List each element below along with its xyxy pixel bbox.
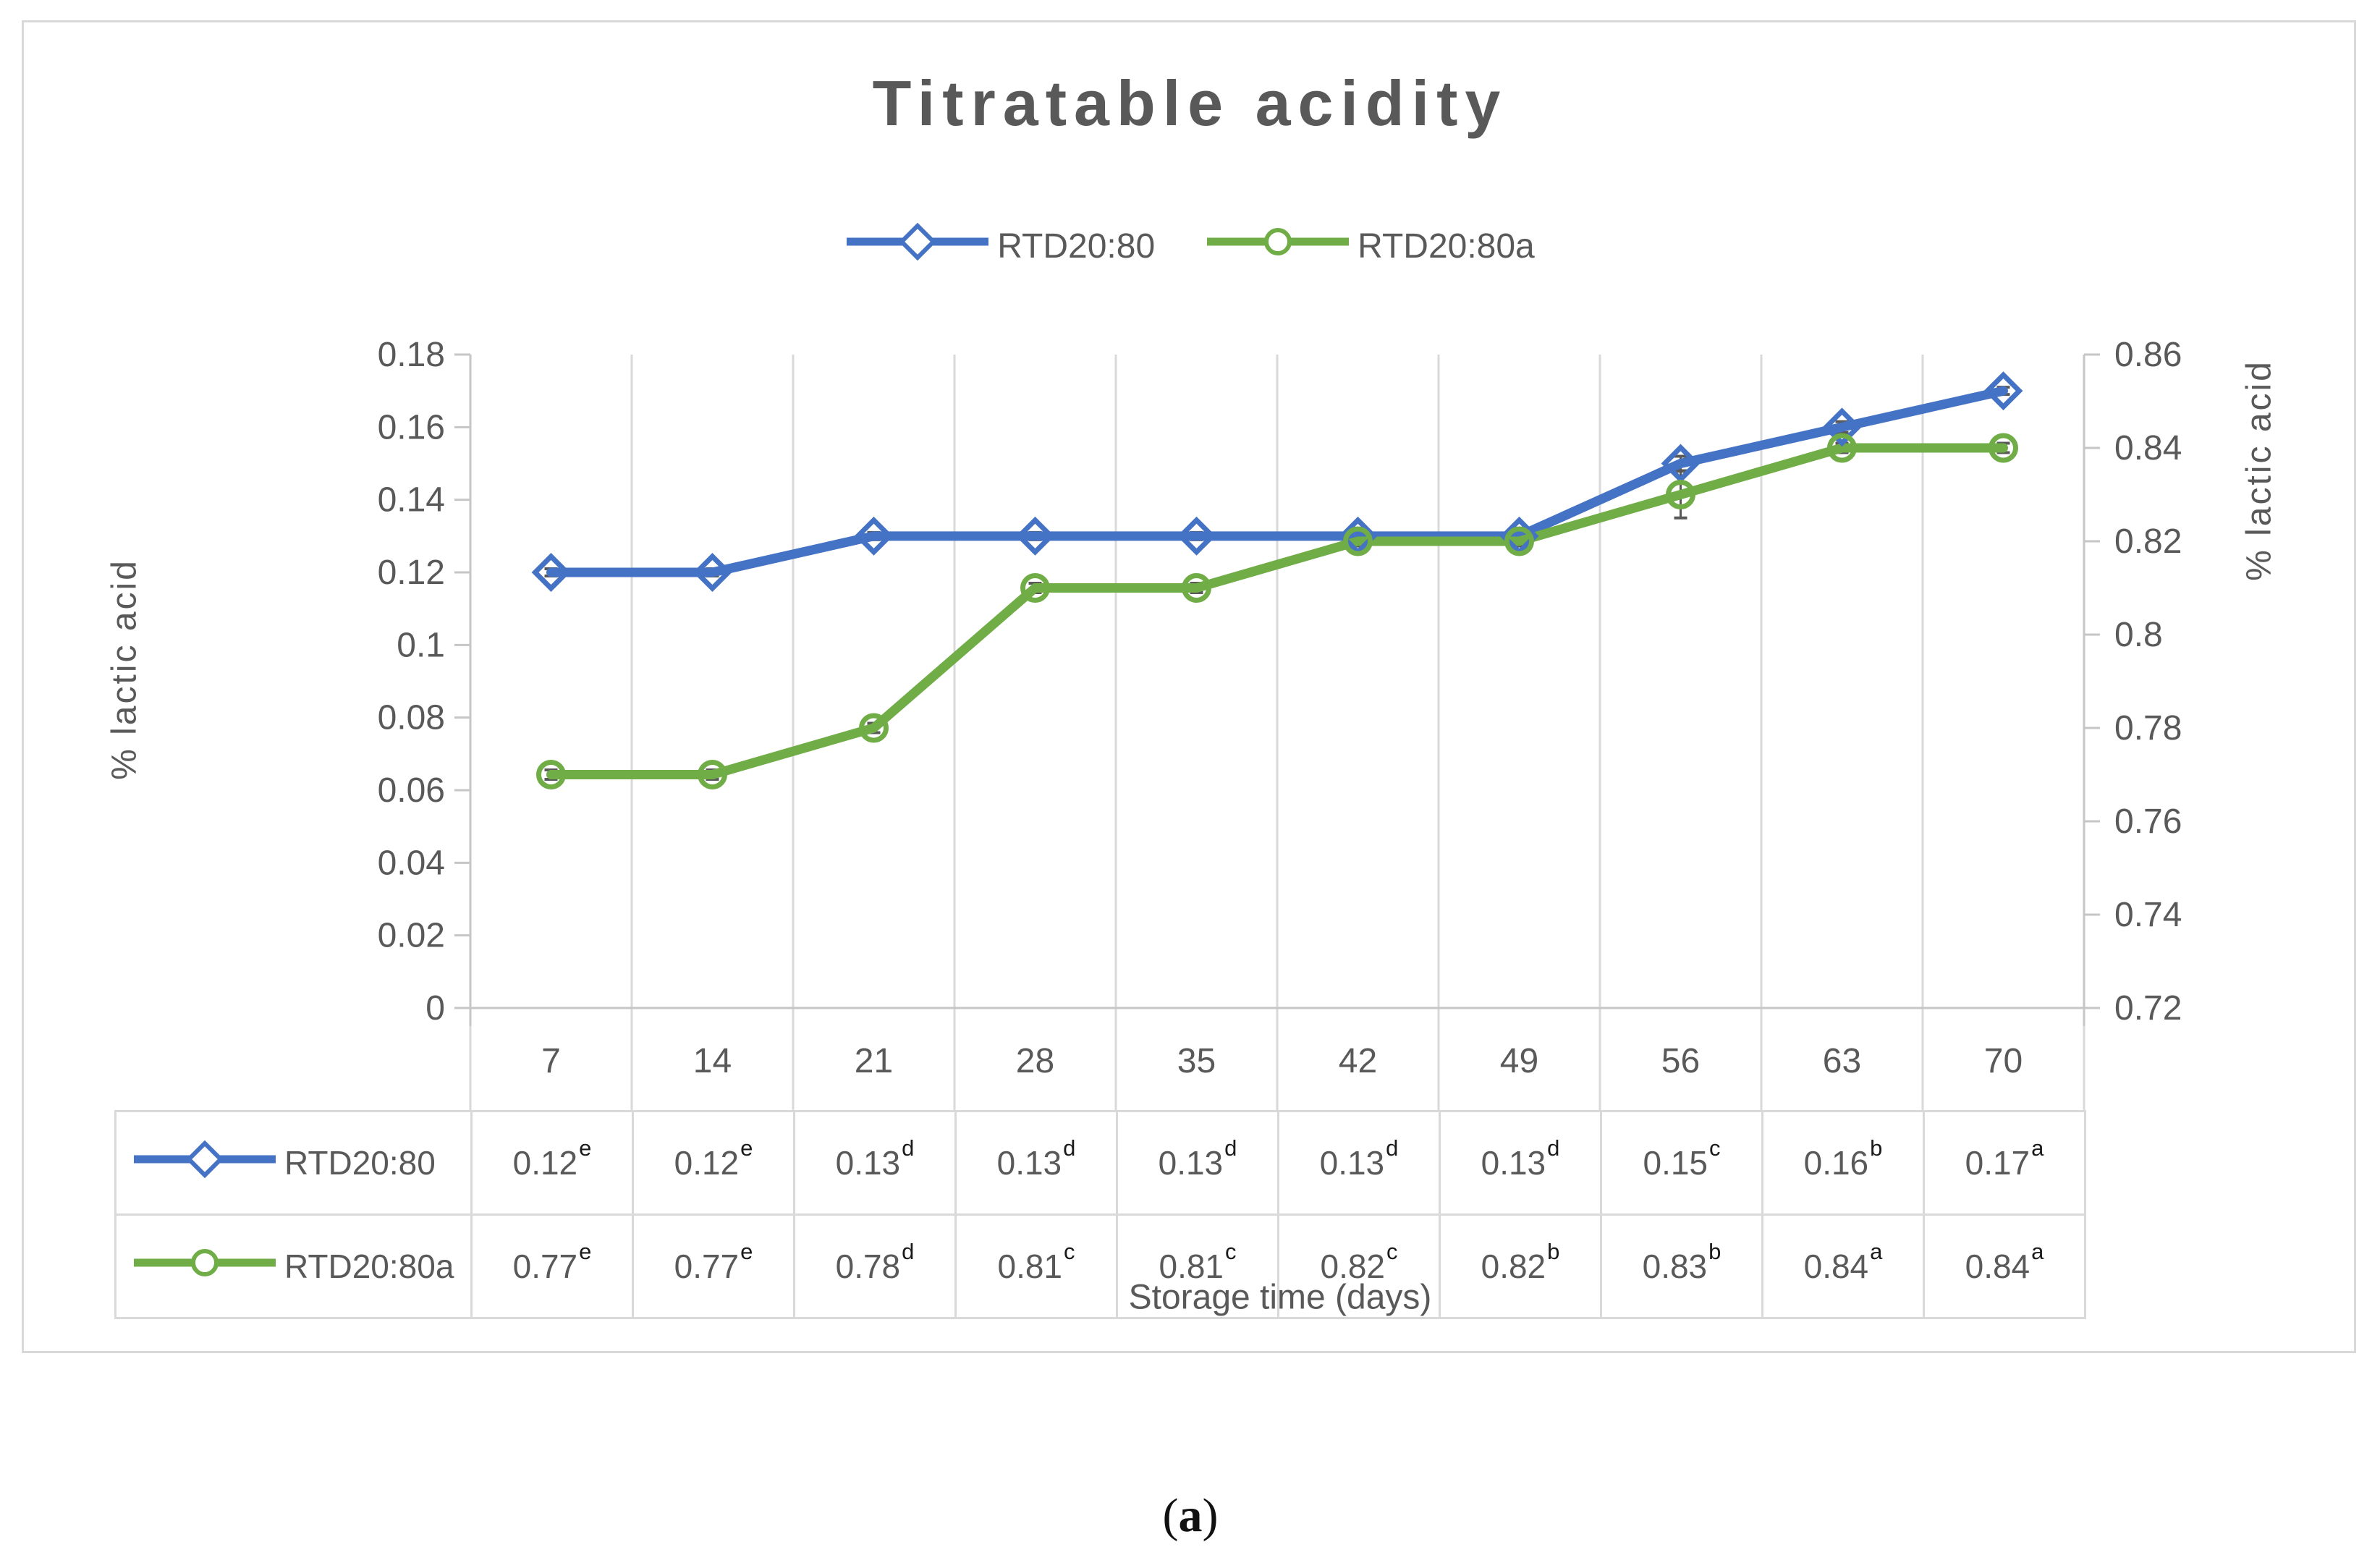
right-axis-tick-label: 0.86: [2114, 336, 2182, 374]
legend: RTD20:80 RTD20:80a: [0, 217, 2380, 275]
circle-marker: [1020, 573, 1050, 603]
legend-label-rtd2080a: RTD20:80a: [1358, 226, 1535, 266]
right-axis-tick-label: 0.76: [2114, 802, 2182, 841]
diamond-marker: [854, 516, 894, 556]
left-axis-tick-label: 0.08: [378, 699, 445, 737]
left-axis-tick-label: 0.18: [378, 336, 445, 374]
table-row-label-RTD20:80a: RTD20:80a: [117, 1216, 473, 1319]
legend-item-rtd2080a: RTD20:80a: [1206, 219, 1535, 274]
table-cell: 0.83 b: [1602, 1216, 1763, 1319]
table-cell: 0.84 a: [1925, 1216, 2086, 1319]
caption-letter: a: [1178, 1489, 1203, 1542]
right-axis-tick-label: 0.74: [2114, 896, 2182, 934]
table-cell: 0.81 c: [957, 1216, 1118, 1319]
table-cell: 0.77 e: [634, 1216, 795, 1319]
table-cell: 0.17 a: [1925, 1112, 2086, 1216]
table-cell: 0.12 e: [473, 1112, 634, 1216]
diamond-marker: [1983, 371, 2023, 411]
table-cell: 0.12 e: [634, 1112, 795, 1216]
legend-item-rtd2080: RTD20:80: [845, 219, 1155, 274]
right-axis-tick-label: 0.78: [2114, 709, 2182, 747]
table-cell: 0.13 d: [795, 1112, 957, 1216]
left-axis-tick-label: 0.1: [397, 626, 445, 664]
x-axis-title: Storage time (days): [1128, 1278, 1432, 1317]
table-cell: 0.84 a: [1763, 1216, 1925, 1319]
x-category-label: 63: [1823, 1042, 1861, 1080]
x-category-label: 56: [1661, 1042, 1700, 1080]
table-cell: 0.13 d: [957, 1112, 1118, 1216]
left-axis-tick-label: 0: [425, 989, 445, 1028]
circle-marker: [536, 760, 566, 789]
left-axis-tick-label: 0.02: [378, 917, 445, 955]
table-row-label-RTD20:80: RTD20:80: [117, 1112, 473, 1216]
table-cell: 0.82 b: [1441, 1216, 1602, 1319]
x-category-label: 35: [1177, 1042, 1216, 1080]
left-axis-tick-label: 0.06: [378, 771, 445, 810]
x-category-label: 28: [1016, 1042, 1054, 1080]
diamond-marker: [531, 553, 571, 592]
table-cell: 0.78 d: [795, 1216, 957, 1319]
right-axis-tick-label: 0.82: [2114, 522, 2182, 561]
x-category-label: 70: [1984, 1042, 2023, 1080]
table-cell: 0.13 d: [1279, 1112, 1441, 1216]
legend-diamond-marker-icon: [845, 219, 990, 274]
data-table: RTD20:80 0.12 e 0.12 e 0.13 d 0.13 d 0.13 d 0.13 d 0.…: [114, 1110, 2086, 1319]
x-category-label: 49: [1500, 1042, 1538, 1080]
caption-close-paren: ): [1202, 1489, 1219, 1542]
circle-marker: [1504, 526, 1534, 556]
table-legend-glyph: [132, 1240, 277, 1294]
table-cell: 0.16 b: [1763, 1112, 1925, 1216]
series-line-RTD20:80a: [546, 443, 2008, 779]
table-cell: 0.81 c: [1118, 1216, 1279, 1319]
table-cell: 0.82 c: [1279, 1216, 1441, 1319]
x-category-label: 14: [693, 1042, 732, 1080]
caption-open-paren: (: [1162, 1489, 1179, 1542]
left-axis-tick-label: 0.12: [378, 554, 445, 592]
left-axis-tick-label: 0.16: [378, 408, 445, 446]
circle-marker: [1182, 573, 1211, 603]
table-cell: 0.13 d: [1118, 1112, 1279, 1216]
circle-marker: [1343, 526, 1373, 556]
right-axis-tick-label: 0.8: [2114, 616, 2163, 654]
legend-label-rtd2080: RTD20:80: [997, 226, 1156, 266]
circle-marker: [1989, 433, 2018, 463]
circle-marker: [859, 713, 889, 743]
right-axis-tick-label: 0.72: [2114, 989, 2182, 1028]
x-category-label: 21: [855, 1042, 893, 1080]
series-line-RTD20:80: [546, 386, 2008, 577]
diamond-marker: [693, 553, 732, 592]
diamond-marker: [1177, 516, 1216, 556]
table-cell: 0.13 d: [1441, 1112, 1602, 1216]
left-axis-tick-label: 0.14: [378, 481, 445, 520]
circle-marker: [698, 760, 727, 789]
table-legend-glyph: [132, 1136, 277, 1190]
x-category-label: 7: [541, 1042, 561, 1080]
table-cell: 0.15 c: [1602, 1112, 1763, 1216]
chart-title: Titratable acidity: [872, 67, 1508, 139]
diamond-marker: [1822, 407, 1862, 447]
x-category-label: 42: [1339, 1042, 1377, 1080]
figure-label: (a): [1163, 1488, 1219, 1543]
right-axis-tick-label: 0.84: [2114, 429, 2182, 467]
legend-circle-marker-icon: [1206, 219, 1350, 274]
diamond-marker: [1015, 516, 1055, 556]
table-cell: 0.77 e: [473, 1216, 634, 1319]
diamond-marker: [1661, 444, 1701, 483]
circle-marker: [1666, 480, 1695, 509]
circle-marker: [1827, 433, 1857, 463]
left-axis-tick-label: 0.04: [378, 844, 445, 882]
